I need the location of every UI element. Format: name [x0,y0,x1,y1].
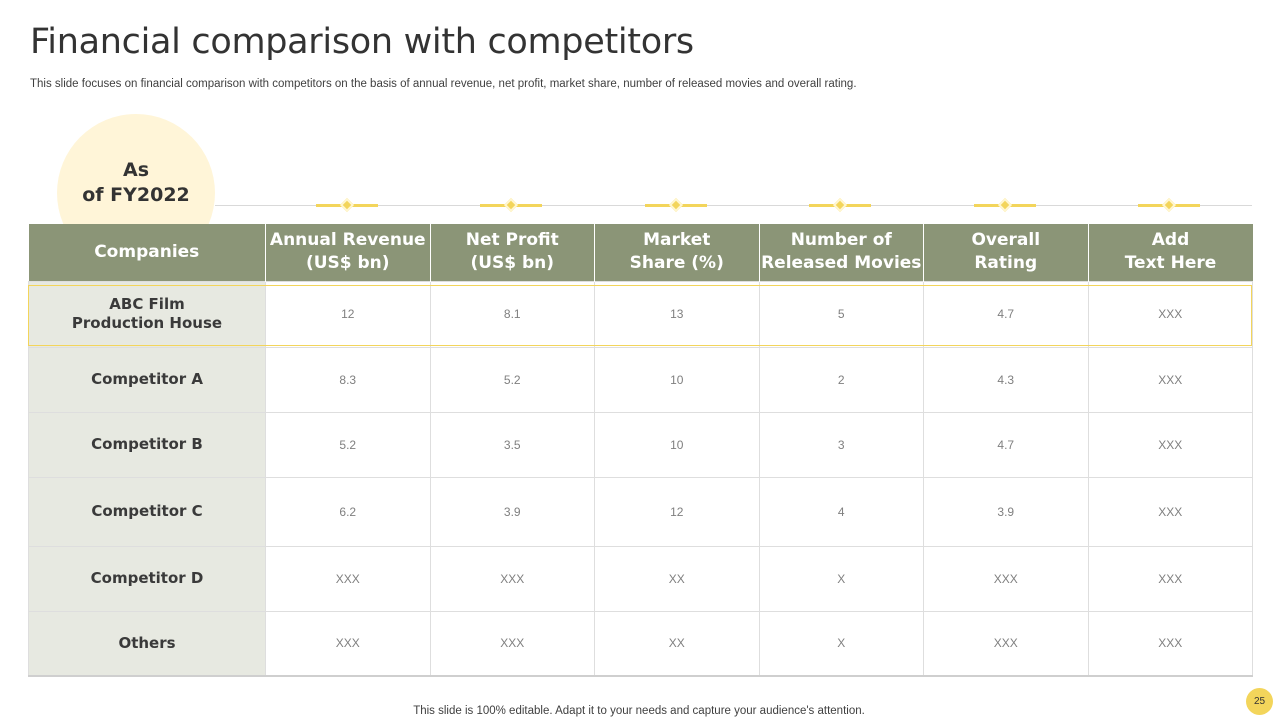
cell-add-text: XXX [1087,346,1253,413]
table-row: Competitor C 6.2 3.9 12 4 3.9 XXX [28,476,1253,547]
company-name: ABC Film Production House [28,280,266,348]
cell-overall-rating: 4.3 [923,346,1089,413]
cell-released-movies: X [758,545,924,612]
cell-net-profit: XXX [429,610,595,677]
diamond-marker-icon [1138,197,1200,213]
cell-market-share: 12 [594,476,760,547]
header-market-share: Market Share (%) [594,224,760,281]
cell-released-movies: X [758,610,924,677]
slide-title: Financial comparison with competitors [30,22,694,62]
cell-annual-revenue: XXX [265,610,431,677]
cell-annual-revenue: 6.2 [265,476,431,547]
header-released-movies: Number of Released Movies [759,224,924,281]
fiscal-year-label-line2: of FY2022 [82,184,190,206]
cell-released-movies: 3 [758,411,924,478]
header-net-profit: Net Profit (US$ bn) [430,224,595,281]
cell-overall-rating: XXX [923,545,1089,612]
cell-market-share: 10 [594,411,760,478]
cell-released-movies: 4 [758,476,924,547]
cell-net-profit: 5.2 [429,346,595,413]
cell-market-share: XX [594,545,760,612]
header-overall-rating: Overall Rating [923,224,1089,281]
header-companies: Companies [28,224,266,281]
cell-annual-revenue: 5.2 [265,411,431,478]
cell-annual-revenue: XXX [265,545,431,612]
diamond-marker-icon [645,197,707,213]
table-row: Others XXX XXX XX X XXX XXX [28,610,1253,677]
comparison-table: Companies Annual Revenue (US$ bn) Net Pro… [28,224,1253,677]
cell-add-text: XXX [1087,476,1253,547]
cell-net-profit: 3.5 [429,411,595,478]
company-name: Competitor A [28,346,266,413]
company-name: Competitor C [28,476,266,547]
cell-overall-rating: 3.9 [923,476,1089,547]
cell-market-share: XX [594,610,760,677]
fiscal-year-label: As of FY2022 [57,158,215,208]
header-annual-revenue: Annual Revenue (US$ bn) [265,224,431,281]
cell-net-profit: 8.1 [429,280,595,348]
table-header-row: Companies Annual Revenue (US$ bn) Net Pro… [28,224,1253,281]
cell-annual-revenue: 8.3 [265,346,431,413]
table-row: ABC Film Production House 12 8.1 13 5 4.7… [28,280,1253,348]
slide-footer: This slide is 100% editable. Adapt it to… [413,705,865,717]
cell-released-movies: 5 [758,280,924,348]
diamond-marker-icon [316,197,378,213]
page-number-badge: 25 [1246,688,1273,715]
company-name: Others [28,610,266,677]
company-name: Competitor B [28,411,266,478]
cell-overall-rating: 4.7 [923,280,1089,348]
cell-market-share: 10 [594,346,760,413]
cell-net-profit: 3.9 [429,476,595,547]
header-add-text: Add Text Here [1088,224,1253,281]
diamond-marker-icon [974,197,1036,213]
fiscal-year-label-line1: As [122,159,149,181]
cell-net-profit: XXX [429,545,595,612]
cell-add-text: XXX [1087,280,1253,348]
table-row: Competitor A 8.3 5.2 10 2 4.3 XXX [28,346,1253,413]
slide-subtitle: This slide focuses on financial comparis… [30,78,857,90]
company-name: Competitor D [28,545,266,612]
cell-add-text: XXX [1087,610,1253,677]
diamond-marker-icon [809,197,871,213]
cell-overall-rating: 4.7 [923,411,1089,478]
cell-released-movies: 2 [758,346,924,413]
table-row: Competitor B 5.2 3.5 10 3 4.7 XXX [28,411,1253,478]
table-row: Competitor D XXX XXX XX X XXX XXX [28,545,1253,612]
cell-overall-rating: XXX [923,610,1089,677]
diamond-marker-icon [480,197,542,213]
cell-add-text: XXX [1087,411,1253,478]
cell-annual-revenue: 12 [265,280,431,348]
cell-add-text: XXX [1087,545,1253,612]
cell-market-share: 13 [594,280,760,348]
header-timeline-line [215,205,1252,206]
